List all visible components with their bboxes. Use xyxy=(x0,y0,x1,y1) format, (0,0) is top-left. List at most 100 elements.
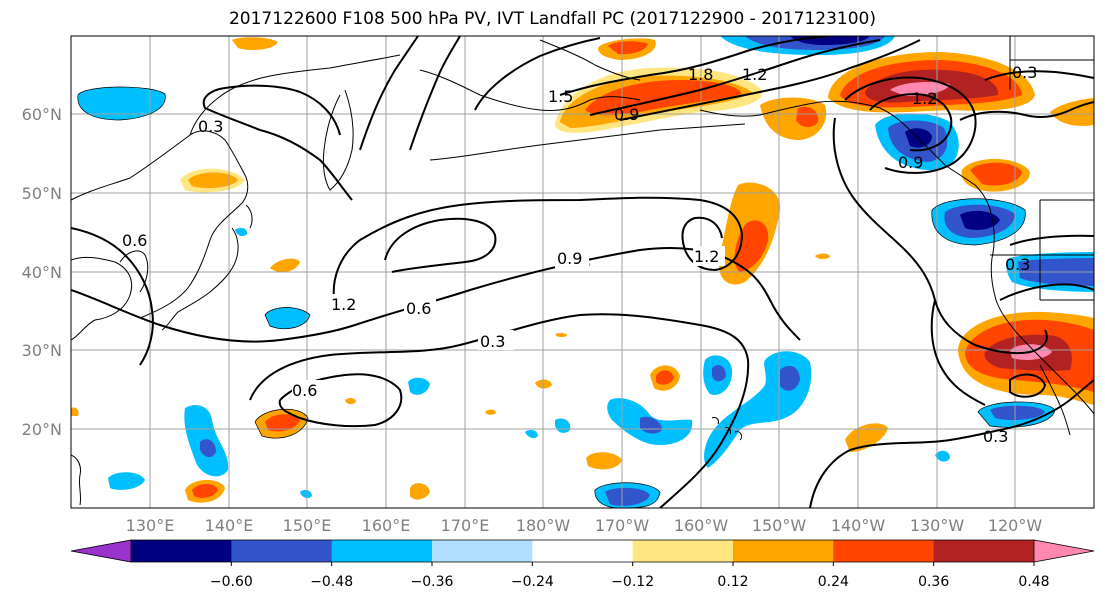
graticule xyxy=(71,36,1094,508)
shade-region xyxy=(408,377,430,395)
shade-region xyxy=(192,484,218,498)
coastlines xyxy=(71,36,1094,506)
contour-line xyxy=(1009,234,1094,246)
contour-line xyxy=(384,217,497,273)
colorbar-segment xyxy=(331,540,433,562)
colorbar-tick-label: 0.36 xyxy=(918,574,949,590)
contour-labels: 0.3 0.6 0.9 1.2 1.5 0.9 1.2 1.2 0.6 0.3 … xyxy=(122,63,1037,446)
colorbar-segment xyxy=(532,540,634,562)
coastline xyxy=(189,54,401,136)
shade-region xyxy=(734,220,769,272)
colorbar-segment xyxy=(733,540,834,562)
contour-label: 0.3 xyxy=(1005,255,1030,274)
colorbar-tick-label: −0.12 xyxy=(611,574,654,590)
colorbar: −0.60 −0.48 −0.36 −0.24 −0.12 0.12 0.24 0.36 0.4… xyxy=(70,539,1095,590)
lon-label: 160°W xyxy=(674,516,729,535)
contour-line xyxy=(809,379,1094,508)
contour-label: 1.2 xyxy=(742,65,767,84)
shade-region xyxy=(200,439,216,458)
colorbar-tick-label: −0.48 xyxy=(310,574,353,590)
shade-region xyxy=(108,472,145,490)
shade-region xyxy=(265,414,300,432)
lon-label: 150°E xyxy=(283,516,332,535)
lat-label: 20°N xyxy=(22,420,62,439)
anomaly-outlines xyxy=(77,86,1056,508)
lon-label: 130°E xyxy=(126,516,175,535)
shade-region xyxy=(605,487,650,506)
contour-line xyxy=(249,313,750,508)
shade-region xyxy=(270,258,300,273)
coastline xyxy=(71,256,133,341)
contour-label-bg xyxy=(555,248,589,268)
shade-region xyxy=(815,253,830,260)
contour-label: 0.9 xyxy=(614,105,639,124)
anomaly-outline xyxy=(77,86,166,121)
colorbar-segment xyxy=(231,540,333,562)
shade-region xyxy=(555,332,568,338)
shade-region xyxy=(656,370,674,385)
contour-label: 0.3 xyxy=(480,332,505,351)
contour-label: 0.9 xyxy=(898,153,923,172)
coastline xyxy=(161,227,239,331)
lat-label: 60°N xyxy=(22,105,62,124)
lat-label: 50°N xyxy=(22,184,62,203)
lon-label: 150°W xyxy=(752,516,807,535)
contour-label-bg xyxy=(478,330,514,350)
colorbar-segment xyxy=(432,540,533,562)
coastline xyxy=(914,134,995,259)
shade-region xyxy=(188,172,238,188)
shade-region xyxy=(71,407,79,416)
contour-label: 0.3 xyxy=(983,427,1008,446)
shade-region xyxy=(845,423,888,452)
colorbar-extend-min xyxy=(70,539,132,563)
shade-region xyxy=(935,450,950,462)
colorbar-extend-max xyxy=(1033,539,1095,563)
shade-region xyxy=(796,106,819,128)
contour-label: 1.2 xyxy=(331,295,356,314)
lon-label: 140°E xyxy=(205,516,254,535)
shade-region xyxy=(232,37,278,50)
anomaly-outline xyxy=(977,401,1056,428)
contour-line xyxy=(832,117,936,301)
contour-line xyxy=(934,299,1048,355)
lon-label: 170°W xyxy=(595,516,650,535)
colorbar-segment xyxy=(632,540,734,562)
coastline xyxy=(322,89,354,191)
coastline xyxy=(429,123,746,161)
shade-region xyxy=(970,162,1022,186)
anomaly-outline xyxy=(594,482,661,508)
contour-label: 1.2 xyxy=(694,247,719,266)
contour-line xyxy=(71,247,801,343)
shade-region xyxy=(990,405,1045,420)
coastline xyxy=(139,204,241,319)
shade-region xyxy=(77,86,166,120)
contour-line xyxy=(409,36,461,151)
contour-label: 0.6 xyxy=(292,381,317,400)
coastline xyxy=(245,204,253,229)
shade-region xyxy=(780,365,800,391)
colorbar-segments xyxy=(70,539,1095,563)
shade-region xyxy=(608,41,648,55)
lat-label: 40°N xyxy=(22,263,62,282)
contour-label: 0.9 xyxy=(557,249,582,268)
contour-line xyxy=(474,37,601,111)
contour-label-bg xyxy=(329,294,363,314)
contour-line xyxy=(359,36,419,151)
contour-line xyxy=(1009,373,1047,398)
pv-contours xyxy=(71,36,1094,508)
shade-region xyxy=(525,429,538,439)
contour-line xyxy=(71,227,154,366)
lon-label: 170°E xyxy=(441,516,490,535)
colorbar-segment xyxy=(131,540,232,562)
contour-line xyxy=(589,39,881,116)
colorbar-ticks: −0.60 −0.48 −0.36 −0.24 −0.12 0.12 0.24 0.36 0.4… xyxy=(210,562,1050,590)
shade-region xyxy=(235,227,248,237)
contour-label: 0.3 xyxy=(198,117,223,136)
contour-label: 1.2 xyxy=(912,89,937,108)
coastline xyxy=(419,69,641,111)
contour-line xyxy=(202,84,353,201)
coastline xyxy=(990,36,1094,301)
contour-label: 1.5 xyxy=(548,87,573,106)
colorbar-segment xyxy=(933,540,1035,562)
contour-line xyxy=(999,283,1094,301)
